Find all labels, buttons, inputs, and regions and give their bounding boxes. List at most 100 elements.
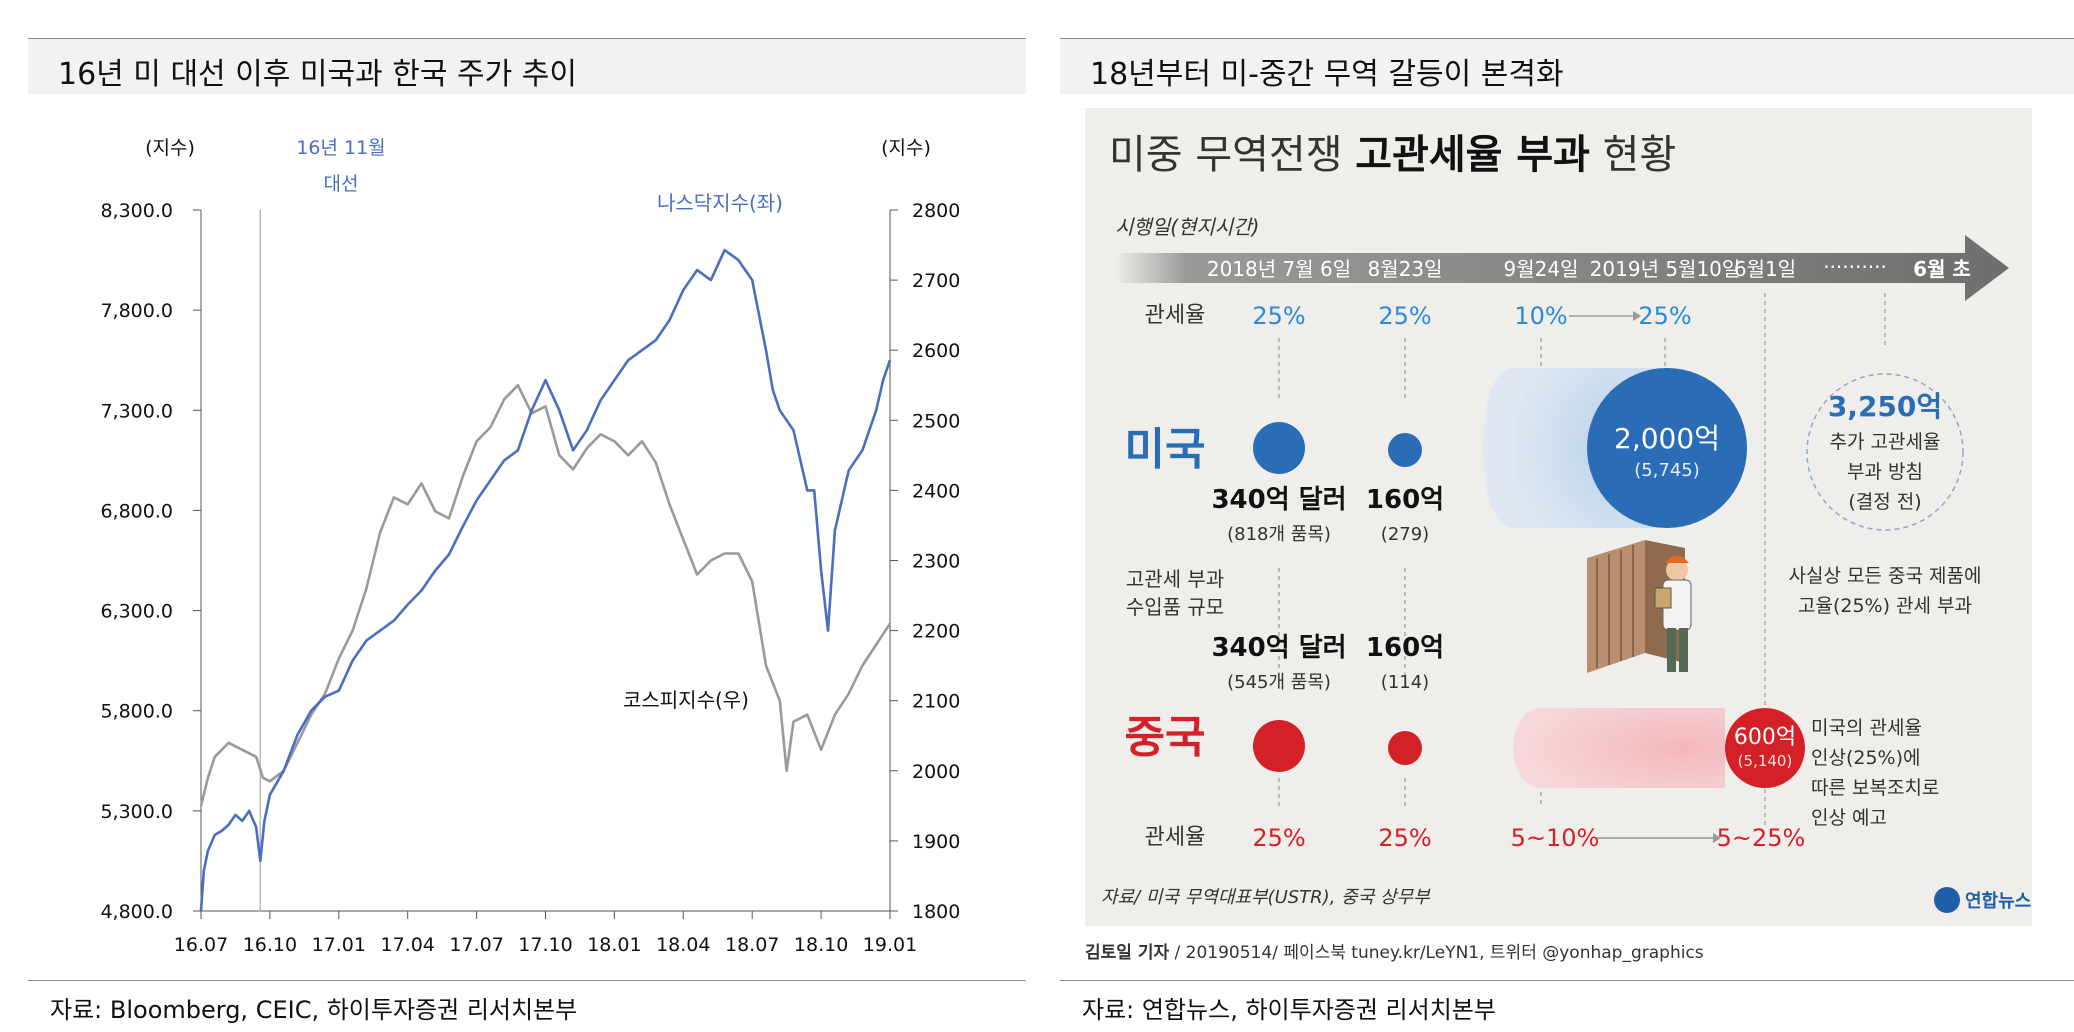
y-left-tick-label: 4,800.0 (100, 901, 173, 923)
cn-amount-1: 340억 달러 (1211, 633, 1346, 663)
cn-amount-3-sub: (5,140) (1738, 752, 1793, 770)
x-tick-label: 17.04 (380, 934, 434, 956)
date-dots: ·········· (1823, 255, 1887, 279)
right-panel-title: 18년부터 미-중간 무역 갈등이 본격화 (1090, 57, 1564, 92)
y-right-tick-label: 2700 (912, 270, 960, 292)
cn-amount-1-sub: (545개 품목) (1227, 672, 1331, 693)
us-bubble-2 (1388, 433, 1422, 467)
us-rate-arrowhead (1633, 311, 1641, 321)
y-left-tick-label: 5,800.0 (100, 701, 173, 723)
x-tick-label: 16.07 (174, 934, 228, 956)
cn-amount-3: 600억 (1734, 725, 1796, 750)
y-left-tick-label: 8,300.0 (100, 200, 173, 222)
cn-note-4: 인상 예고 (1811, 807, 1887, 829)
kospi-series-label: 코스피지수(우) (623, 688, 749, 712)
left-source: 자료: Bloomberg, CEIC, 하이투자증권 리서치본부 (50, 996, 578, 1024)
cn-halo (1513, 708, 1725, 788)
us-rate-label: 관세율 (1145, 303, 1206, 328)
cn-rate-arrowhead (1713, 833, 1721, 843)
y-right-tick-label: 2100 (912, 691, 960, 713)
x-tick-label: 17.01 (312, 934, 366, 956)
date-06-01: 6월1일 (1734, 257, 1796, 281)
cn-amounts: 340억 달러 (545개 품목) 160억 (114) (1211, 633, 1444, 693)
x-tick-label: 18.04 (656, 934, 710, 956)
cn-bubble-3 (1725, 708, 1805, 788)
y-right-tick-label: 2600 (912, 340, 960, 362)
us-plan-line3: (결정 전) (1848, 491, 1921, 513)
x-tick-label: 18.10 (794, 934, 848, 956)
left-panel-header: 16년 미 대선 이후 미국과 한국 주가 추이 (28, 38, 1026, 94)
scope-label-2: 수입품 규모 (1126, 595, 1224, 619)
nasdaq-series-line (199, 248, 892, 912)
y-right-tick-label: 2300 (912, 551, 960, 573)
us-amount-3: 2,000억 (1614, 422, 1720, 455)
y-right-tick-label: 2400 (912, 480, 960, 502)
cn-rate-3: 5~10% (1511, 824, 1600, 852)
worker-head (1666, 559, 1688, 581)
cn-bubble-1 (1253, 720, 1305, 772)
us-rate-3: 10% (1514, 302, 1567, 330)
yonhap-logo-text: 연합뉴스 (1965, 890, 2031, 912)
all-goods-line1: 사실상 모든 중국 제품에 (1789, 565, 1982, 587)
cn-label: 중국 (1125, 712, 1206, 763)
cn-rate-label: 관세율 (1145, 825, 1206, 850)
cn-note: 미국의 관세율 인상(25%)에 따른 보복조치로 인상 예고 (1811, 717, 1939, 829)
us-amount-1: 340억 달러 (1211, 485, 1346, 515)
x-tick-label: 16.10 (243, 934, 297, 956)
x-tick-label: 17.10 (518, 934, 572, 956)
cn-note-3: 따른 보복조치로 (1811, 777, 1939, 799)
kospi-series-line (199, 383, 892, 807)
us-amount-1-sub: (818개 품목) (1227, 524, 1331, 545)
us-amount-2: 160억 (1366, 485, 1444, 515)
cn-amount-2-sub: (114) (1381, 672, 1429, 693)
x-tick-label: 19.01 (863, 934, 917, 956)
timeline-label: 시행일(현지시간) (1115, 215, 1259, 239)
date-09-24: 9월24일 (1504, 257, 1579, 281)
cn-note-2: 인상(25%)에 (1811, 747, 1921, 769)
y-left-axis-label: (지수) (145, 137, 195, 159)
y-right-tick-label: 1800 (912, 901, 960, 923)
election-annotation-line1: 16년 11월 (296, 137, 385, 159)
left-panel-title: 16년 미 대선 이후 미국과 한국 주가 추이 (58, 57, 577, 92)
cn-note-1: 미국의 관세율 (1811, 717, 1922, 739)
left-footer-rule (28, 980, 1026, 981)
yonhap-logo-icon (1934, 887, 1960, 913)
us-label: 미국 (1125, 424, 1206, 475)
container-illustration (1587, 540, 1692, 673)
x-tick-label: 17.07 (449, 934, 503, 956)
y-right-axis-label: (지수) (881, 137, 931, 159)
timeline-guides (1278, 293, 1886, 828)
date-2019-05-10: 2019년 5월10일 (1590, 257, 1741, 281)
worker-helmet (1665, 555, 1689, 563)
us-plan: 3,250억 추가 고관세율 부과 방침 (결정 전) (1828, 390, 1942, 513)
timeline-dates: 2018년 7월 6일 8월23일 9월24일 2019년 5월10일 6월1일… (1207, 255, 1971, 281)
y-right-tick-label: 2000 (912, 761, 960, 783)
us-rates: 25% 25% 10% 25% (1252, 302, 1691, 330)
infographic-title: 미중 무역전쟁 고관세율 부과 현황 (1109, 132, 1676, 178)
us-amount-3-sub: (5,745) (1634, 460, 1700, 481)
us-plan-line2: 부과 방침 (1847, 461, 1923, 483)
stock-index-chart: 8,300.0 7,800.0 7,300.0 6,800.0 6,300.0 5,800… (100, 137, 960, 956)
us-plan-amount: 3,250억 (1828, 390, 1942, 423)
cn-rate-1: 25% (1252, 824, 1305, 852)
cn-bubble-2 (1388, 731, 1422, 765)
nasdaq-series-label: 나스닥지수(좌) (657, 191, 783, 215)
x-tick-label: 18.07 (725, 934, 779, 956)
y-right-tick-label: 2500 (912, 410, 960, 432)
us-bubble-3 (1587, 368, 1747, 528)
date-2018-07-06: 2018년 7월 6일 (1207, 257, 1351, 281)
us-rate-1: 25% (1252, 302, 1305, 330)
right-footer-rule (1060, 980, 2074, 981)
y-left-tick-label: 6,300.0 (100, 601, 173, 623)
us-rate-2: 25% (1378, 302, 1431, 330)
us-plan-line1: 추가 고관세율 (1830, 431, 1941, 453)
cn-rate-2: 25% (1378, 824, 1431, 852)
y-left-tick-label: 5,300.0 (100, 801, 173, 823)
infographic-byline: 김토일 기자 / 20190514/ 페이스북 tuney.kr/LeYN1, … (1085, 943, 1704, 963)
right-panel-header: 18년부터 미-중간 무역 갈등이 본격화 (1060, 38, 2074, 94)
us-amounts: 340억 달러 (818개 품목) 160억 (279) (1211, 485, 1444, 545)
cn-rate-4: 5~25% (1717, 824, 1806, 852)
scope-label-1: 고관세 부과 (1126, 567, 1224, 591)
us-bubble-1 (1253, 422, 1305, 474)
infographic-source: 자료/ 미국 무역대표부(USTR), 중국 상무부 (1101, 887, 1431, 908)
